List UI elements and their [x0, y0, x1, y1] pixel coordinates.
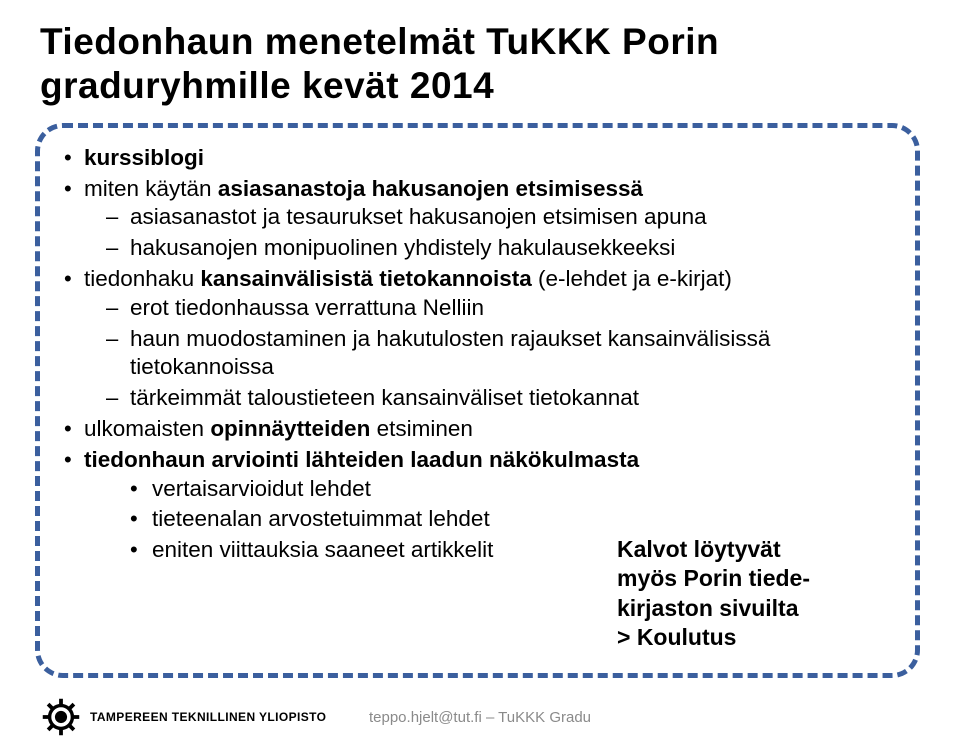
text: kurssiblogi — [84, 145, 204, 170]
bullet-asiasanastot-sub2: hakusanojen monipuolinen yhdistely hakul… — [84, 234, 893, 263]
footer: TAMPEREEN TEKNILLINEN YLIOPISTO teppo.hj… — [0, 698, 960, 736]
text: kansainvälisistä tietokannoista — [200, 266, 531, 291]
title-line-2: graduryhmille kevät 2014 — [40, 65, 494, 106]
bullet-arviointi-sub1: vertaisarvioidut lehdet — [84, 475, 893, 504]
text: tiedonhaku — [84, 266, 200, 291]
text: ulkomaisten — [84, 416, 210, 441]
bullet-tiedonhaku-sub2: haun muodostaminen ja hakutulosten rajau… — [84, 325, 893, 383]
bullet-opinnaytteet: ulkomaisten opinnäytteiden etsiminen — [62, 415, 893, 444]
logo-text: TAMPEREEN TEKNILLINEN YLIOPISTO — [90, 710, 326, 724]
bullet-asiasanastot-sub1: asiasanastot ja tesaurukset hakusanojen … — [84, 203, 893, 232]
callout-line: myös Porin tiede- — [617, 565, 810, 591]
text: opinnäytteiden — [210, 416, 370, 441]
text: tiedonhaun arviointi lähteiden laadun nä… — [84, 447, 639, 472]
content: kurssiblogi miten käytän asiasanastoja h… — [62, 144, 893, 565]
callout-line: kirjaston sivuilta — [617, 595, 799, 621]
title-line-1: Tiedonhaun menetelmät TuKKK Porin — [40, 21, 719, 62]
footer-center-text: teppo.hjelt@tut.fi – TuKKK Gradu — [369, 709, 591, 726]
content-box: kurssiblogi miten käytän asiasanastoja h… — [35, 123, 920, 678]
text: miten käytän — [84, 176, 218, 201]
text: etsiminen — [370, 416, 473, 441]
bullet-arviointi-sub2: tieteenalan arvostetuimmat lehdet — [84, 505, 893, 534]
bullet-kurssiblogi: kurssiblogi — [62, 144, 893, 173]
slide: Tiedonhaun menetelmät TuKKK Porin gradur… — [0, 0, 960, 744]
bullet-tiedonhaku-sub3: tärkeimmät taloustieteen kansainväliset … — [84, 384, 893, 413]
callout-line: > Koulutus — [617, 624, 736, 650]
gear-icon — [42, 698, 80, 736]
callout-box: Kalvot löytyvät myös Porin tiede- kirjas… — [617, 535, 887, 653]
callout-line: Kalvot löytyvät — [617, 536, 781, 562]
bullet-tiedonhaku-sub1: erot tiedonhaussa verrattuna Nelliin — [84, 294, 893, 323]
slide-title: Tiedonhaun menetelmät TuKKK Porin gradur… — [40, 20, 920, 109]
bullet-asiasanastot: miten käytän asiasanastoja hakusanojen e… — [62, 175, 893, 263]
text: asiasanastoja hakusanojen etsimisessä — [218, 176, 643, 201]
bullet-tiedonhaku: tiedonhaku kansainvälisistä tietokannois… — [62, 265, 893, 413]
text: (e-lehdet ja e-kirjat) — [532, 266, 732, 291]
university-logo: TAMPEREEN TEKNILLINEN YLIOPISTO — [42, 698, 326, 736]
